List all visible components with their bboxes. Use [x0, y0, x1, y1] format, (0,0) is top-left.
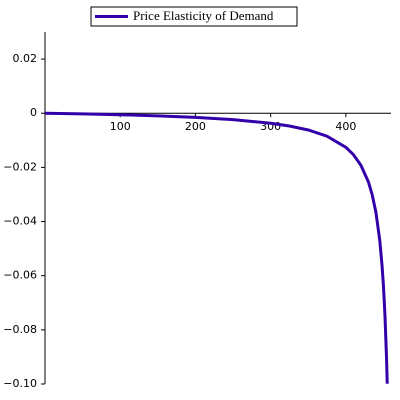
y-tick-label: −0.04: [3, 215, 37, 228]
x-tick-label: 200: [185, 120, 206, 133]
y-tick-label: 0.02: [13, 52, 38, 65]
x-tick-label: 100: [110, 120, 131, 133]
y-tick-label: −0.10: [3, 377, 37, 390]
x-tick-label: 400: [335, 120, 356, 133]
legend-box: [90, 6, 298, 27]
y-tick-label: −0.02: [3, 160, 37, 173]
y-tick-label: 0: [30, 106, 37, 119]
legend-label: Price Elasticity of Demand: [133, 8, 274, 23]
y-tick-label: −0.08: [3, 323, 37, 336]
y-tick-label: −0.06: [3, 269, 37, 282]
line-series: [44, 111, 389, 384]
